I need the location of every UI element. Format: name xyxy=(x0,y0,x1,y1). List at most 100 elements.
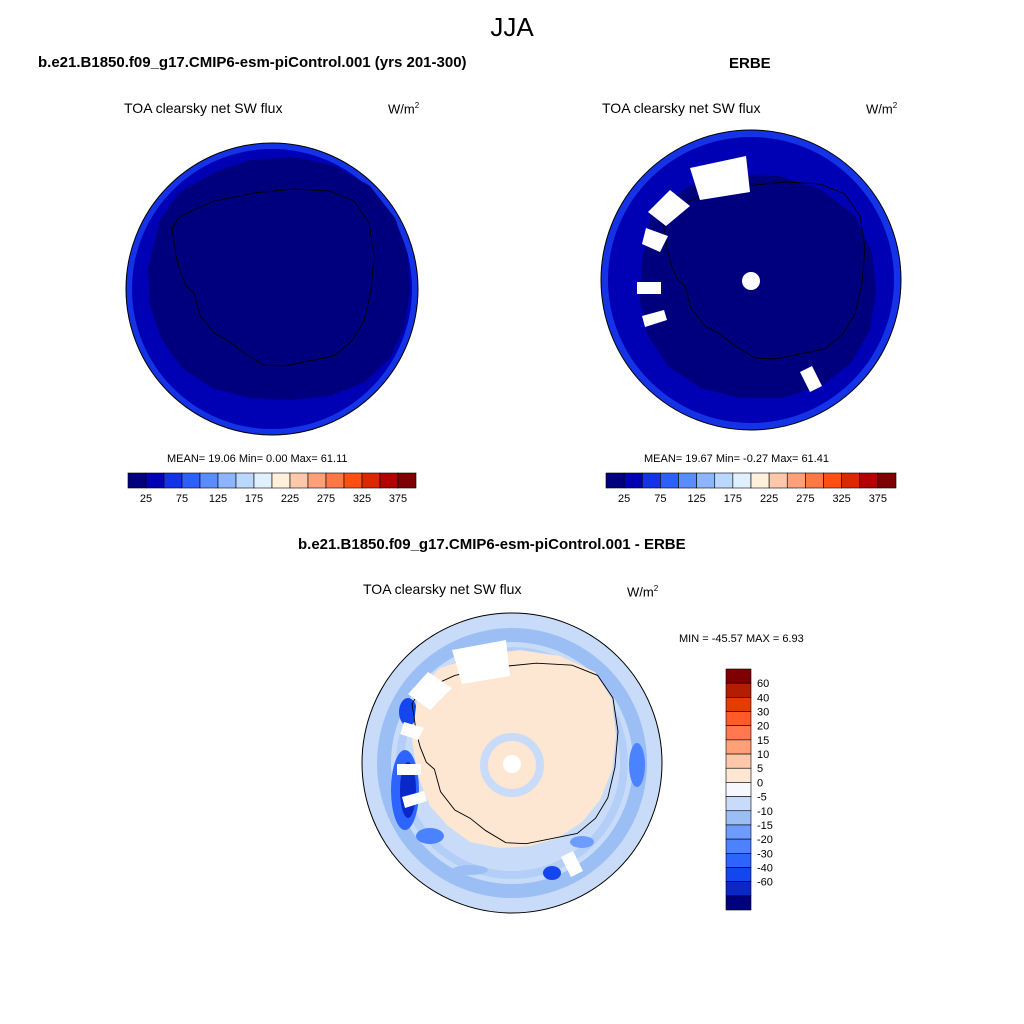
colorbar1-swatch xyxy=(343,472,363,489)
colorbar2-swatch xyxy=(859,472,879,489)
colorbar3-tick-label: -20 xyxy=(757,834,773,846)
panel3-header: b.e21.B1850.f09_g17.CMIP6-esm-piControl.… xyxy=(298,536,686,553)
colorbar1-tick-label: 325 xyxy=(353,493,371,505)
figure-title: JJA xyxy=(490,12,534,42)
colorbar3-swatch xyxy=(725,697,752,712)
map2-pole-hole xyxy=(742,272,760,290)
colorbar1-tick-label: 75 xyxy=(176,493,188,505)
panel3-colorbar: 60 40 30 20 15 10 5 0 -5 -10 -15 -20 -30 -40 -60 xyxy=(725,668,773,911)
colorbar3-swatch xyxy=(725,895,752,911)
colorbar2-swatch xyxy=(678,472,697,489)
map3-pole-hole xyxy=(503,755,521,773)
map2-border xyxy=(600,129,902,431)
colorbar1-tick-label: 125 xyxy=(209,493,227,505)
colorbar1-swatch xyxy=(181,472,201,489)
map1-inner-region xyxy=(148,157,410,400)
panel2-map xyxy=(600,129,902,431)
map3-missing-data xyxy=(397,764,421,775)
map2-missing-data xyxy=(690,156,750,200)
panel1-variable-label: TOA clearsky net SW flux xyxy=(124,100,283,116)
colorbar3-swatch xyxy=(725,682,752,698)
panel3-units: W/m2 xyxy=(627,584,659,600)
map3-missing-data xyxy=(402,791,427,808)
panel3-stats: MIN = -45.57 MAX = 6.93 xyxy=(679,633,804,645)
map3-border xyxy=(361,612,663,914)
colorbar2-swatch xyxy=(660,472,679,489)
panel1-header: b.e21.B1850.f09_g17.CMIP6-esm-piControl.… xyxy=(38,54,467,71)
panel2-units: W/m2 xyxy=(866,101,898,117)
colorbar1-swatch xyxy=(271,472,291,489)
colorbar3-swatch xyxy=(725,852,752,868)
map3-negative-blob xyxy=(452,865,488,875)
colorbar2-swatch xyxy=(823,472,842,489)
colorbar3-tick-label: 15 xyxy=(757,735,769,747)
colorbar3-swatch xyxy=(725,782,752,797)
colorbar1-swatch xyxy=(199,472,219,489)
colorbar1-swatch xyxy=(217,472,237,489)
map3-negative-blob xyxy=(543,866,561,880)
colorbar3-swatch xyxy=(725,838,752,854)
panel1-units: W/m2 xyxy=(388,101,420,117)
colorbar3-tick-label: -5 xyxy=(757,792,767,804)
colorbar1-swatch xyxy=(235,472,255,489)
colorbar1-tick-label: 25 xyxy=(140,493,152,505)
map3-missing-data xyxy=(408,672,452,710)
colorbar3-swatch xyxy=(725,824,752,840)
map1-border xyxy=(125,142,419,436)
map2-missing-data xyxy=(642,310,667,327)
colorbar1-swatch xyxy=(325,472,345,489)
colorbar3-tick-label: 5 xyxy=(757,763,763,775)
map3-negative-blob xyxy=(416,828,444,844)
colorbar2-tick-label: 75 xyxy=(654,493,666,505)
colorbar2-tick-label: 325 xyxy=(832,493,850,505)
panel1-colorbar: 25 75 125 175 225 275 325 375 xyxy=(127,472,417,505)
colorbar1-swatch xyxy=(307,472,327,489)
map2-missing-data xyxy=(648,190,690,226)
colorbar2-swatch xyxy=(750,472,770,489)
colorbar2-swatch xyxy=(877,472,897,489)
map3-negative-blob xyxy=(570,836,594,848)
colorbar3-swatch xyxy=(725,753,752,769)
colorbar1-swatch xyxy=(379,472,399,489)
panel1-map xyxy=(125,142,419,436)
colorbar2-swatch xyxy=(641,472,661,489)
colorbar1-swatch xyxy=(397,472,417,489)
colorbar2-swatch xyxy=(714,472,734,489)
colorbar2-swatch xyxy=(696,472,716,489)
panel2-header: ERBE xyxy=(729,55,771,72)
colorbar3-tick-label: 10 xyxy=(757,749,769,761)
colorbar1-swatch xyxy=(127,472,147,489)
map3-negative-blob xyxy=(629,743,645,787)
colorbar2-swatch xyxy=(623,472,643,489)
map2-missing-data xyxy=(642,228,668,252)
panel2-stats: MEAN= 19.67 Min= -0.27 Max= 61.41 xyxy=(644,453,829,465)
colorbar3-tick-label: -60 xyxy=(757,877,773,889)
colorbar3-tick-label: -40 xyxy=(757,862,773,874)
colorbar2-swatch xyxy=(805,472,824,489)
colorbar3-swatch xyxy=(725,668,752,684)
colorbar2-swatch xyxy=(841,472,861,489)
colorbar2-tick-label: 25 xyxy=(618,493,630,505)
colorbar2-tick-label: 225 xyxy=(760,493,778,505)
colorbar2-swatch xyxy=(605,472,625,489)
panel1-stats: MEAN= 19.06 Min= 0.00 Max= 61.11 xyxy=(167,453,348,465)
colorbar3-swatch xyxy=(725,767,752,783)
colorbar3-swatch xyxy=(725,867,752,882)
panel2-variable-label: TOA clearsky net SW flux xyxy=(602,100,761,116)
colorbar3-swatch xyxy=(725,796,752,812)
colorbar3-swatch xyxy=(725,725,752,741)
panel3-map xyxy=(361,612,663,914)
colorbar2-swatch xyxy=(768,472,788,489)
colorbar1-swatch xyxy=(253,472,273,489)
colorbar2-tick-label: 125 xyxy=(687,493,705,505)
map2-missing-data xyxy=(637,282,661,294)
colorbar2-swatch xyxy=(786,472,806,489)
colorbar3-tick-label: 30 xyxy=(757,707,769,719)
colorbar1-swatch xyxy=(163,472,183,489)
colorbar3-swatch xyxy=(725,739,752,755)
colorbar3-swatch xyxy=(725,711,752,727)
colorbar1-tick-label: 275 xyxy=(317,493,335,505)
colorbar1-tick-label: 375 xyxy=(389,493,407,505)
colorbar1-swatch xyxy=(361,472,381,489)
